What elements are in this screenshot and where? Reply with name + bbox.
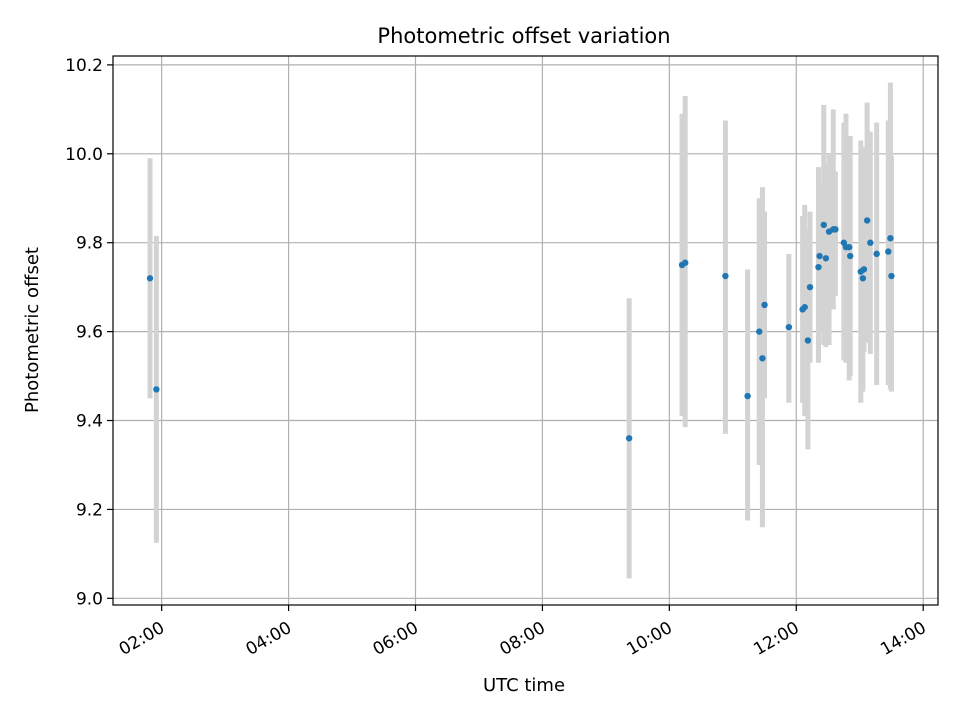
data-point	[785, 323, 793, 331]
x-axis-label: UTC time	[483, 675, 565, 696]
x-tick-label: 06:00	[370, 618, 422, 660]
data-point	[759, 355, 766, 362]
data-point	[816, 252, 823, 260]
x-tick-label: 14:00	[877, 618, 929, 660]
data-point	[859, 275, 867, 282]
data-point	[847, 252, 854, 260]
data-point	[756, 328, 763, 335]
data-point	[873, 250, 880, 258]
data-points	[146, 217, 895, 442]
y-tick-label: 10.0	[65, 145, 103, 165]
error-bars	[147, 82, 894, 579]
y-tick-label: 9.0	[76, 589, 103, 609]
x-axis-ticks: 02:00 04:00 06:00 08:00 10:00 12:00 14:00	[116, 605, 930, 660]
data-point	[761, 301, 768, 309]
data-point	[804, 337, 812, 344]
x-tick-label: 04:00	[243, 618, 295, 660]
grid	[113, 56, 938, 605]
data-point	[625, 435, 633, 442]
y-axis-ticks: 9.0 9.2 9.4 9.6 9.8 10.0 10.2	[65, 56, 113, 609]
y-tick-label: 9.8	[76, 234, 103, 254]
data-point	[722, 272, 729, 280]
data-point	[863, 217, 871, 224]
x-tick-label: 12:00	[750, 618, 802, 660]
data-point	[845, 243, 853, 251]
plot-frame	[112, 55, 939, 606]
y-tick-label: 9.2	[76, 500, 103, 520]
x-tick-label: 02:00	[116, 618, 168, 660]
y-tick-label: 10.2	[65, 56, 103, 76]
data-point	[822, 255, 830, 262]
x-tick-label: 08:00	[496, 618, 548, 660]
data-point	[682, 259, 689, 266]
chart-title: Photometric offset variation	[377, 24, 670, 48]
data-point	[832, 226, 839, 233]
data-point	[860, 266, 868, 273]
y-axis-label: Photometric offset	[22, 247, 43, 413]
data-point	[885, 248, 892, 255]
data-point	[820, 221, 827, 229]
y-tick-label: 9.6	[76, 323, 103, 343]
x-tick-label: 10:00	[623, 618, 675, 660]
data-point	[801, 303, 808, 311]
data-point	[867, 239, 874, 246]
data-point	[146, 275, 154, 282]
data-point	[888, 272, 895, 280]
data-point	[887, 235, 894, 242]
data-point	[744, 392, 751, 400]
data-point	[815, 263, 822, 271]
data-point	[153, 386, 160, 393]
y-tick-label: 9.4	[76, 412, 103, 432]
data-point	[806, 283, 814, 291]
